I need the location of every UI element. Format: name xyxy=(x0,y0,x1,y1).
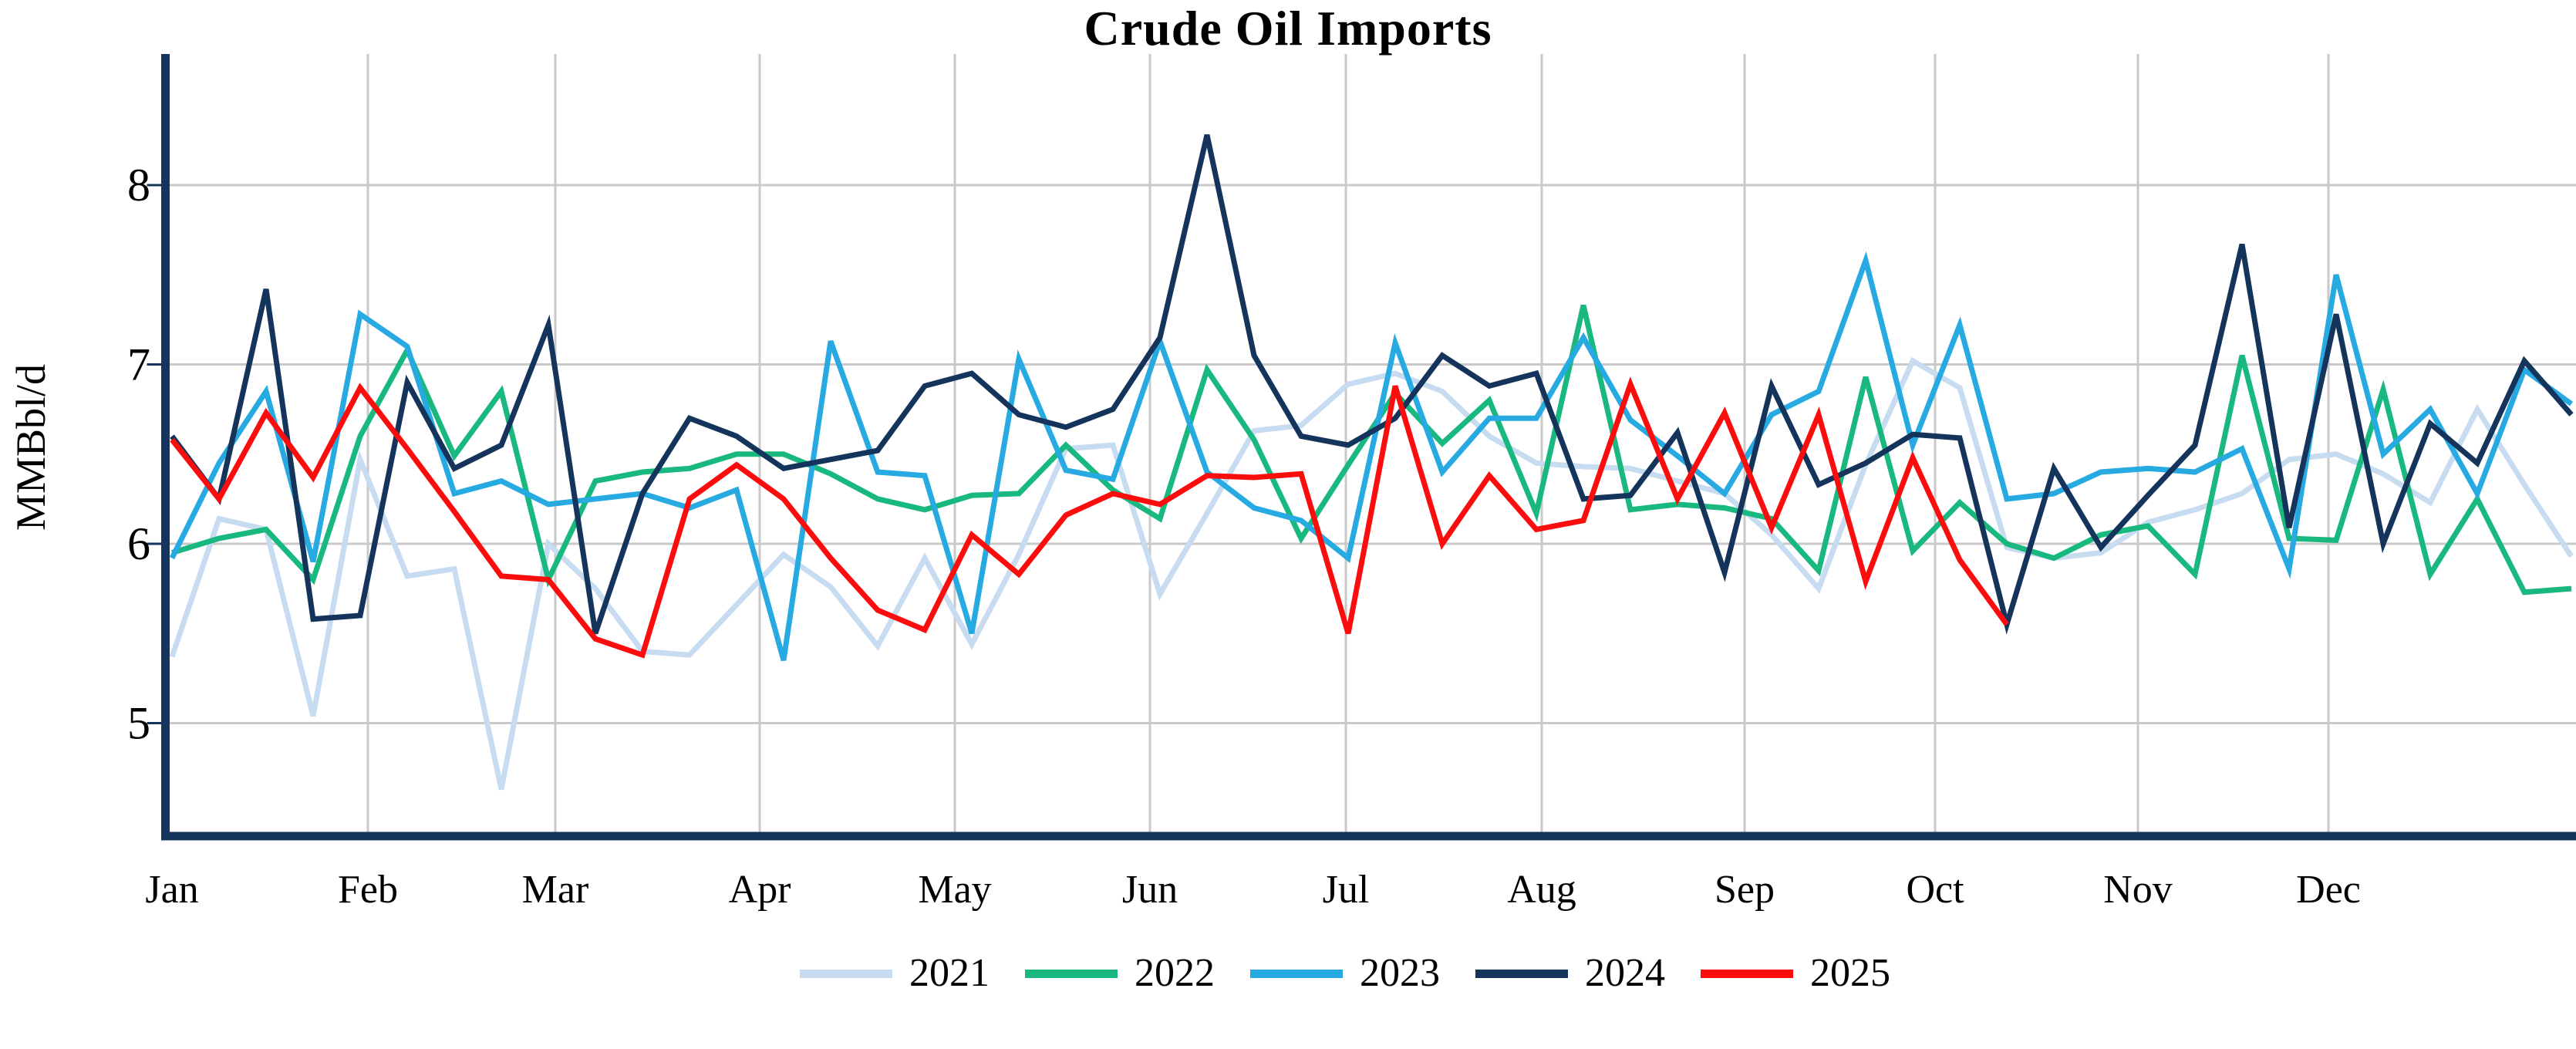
legend-label-2023: 2023 xyxy=(1360,951,1440,995)
y-tick-label-5: 5 xyxy=(127,698,150,749)
legend-item-2024: 2024 xyxy=(1475,953,1665,993)
x-tick-label-jan: Jan xyxy=(145,868,198,912)
legend-label-2022: 2022 xyxy=(1135,951,1215,995)
legend-swatch-2022 xyxy=(1025,969,1118,978)
series-lines xyxy=(169,134,2574,791)
legend-item-2022: 2022 xyxy=(1025,953,1215,993)
x-tick-label-mar: Mar xyxy=(522,868,589,912)
x-tick-label-jul: Jul xyxy=(1323,868,1370,912)
legend-swatch-2024 xyxy=(1475,969,1568,978)
x-tick-label-may: May xyxy=(918,868,991,912)
x-tick-label-dec: Dec xyxy=(2296,868,2361,912)
series-line-2023 xyxy=(169,251,2574,662)
chart-title: Crude Oil Imports xyxy=(1084,1,1492,56)
legend-item-2025: 2025 xyxy=(1701,953,1890,993)
series-line-2025 xyxy=(170,376,2009,659)
legend-item-2021: 2021 xyxy=(800,953,990,993)
legend-swatch-2025 xyxy=(1701,969,1793,978)
y-tick-labels: 5 6 7 8 xyxy=(127,160,150,749)
series-line-2021 xyxy=(169,356,2574,791)
legend-label-2024: 2024 xyxy=(1585,951,1665,995)
legend-swatch-2021 xyxy=(800,969,892,978)
y-tick-label-8: 8 xyxy=(127,160,150,211)
x-tick-label-oct: Oct xyxy=(1906,868,1964,912)
legend: 2021 2022 2023 2024 2025 xyxy=(800,953,1890,993)
series-line-2024 xyxy=(170,134,2574,635)
y-tick-label-7: 7 xyxy=(127,339,150,390)
y-tick-label-6: 6 xyxy=(127,518,150,569)
x-tick-label-aug: Aug xyxy=(1507,868,1576,912)
x-tick-label-feb: Feb xyxy=(338,868,398,912)
x-tick-label-jun: Jun xyxy=(1122,868,1178,912)
x-tick-labels: Jan Feb Mar Apr May Jun Jul Aug Sep Oct Nov Dec xyxy=(145,868,2361,912)
legend-swatch-2023 xyxy=(1250,969,1343,978)
legend-label-2021: 2021 xyxy=(909,951,990,995)
legend-label-2025: 2025 xyxy=(1810,951,1890,995)
legend-item-2023: 2023 xyxy=(1250,953,1440,993)
x-tick-label-sep: Sep xyxy=(1715,868,1775,912)
axes xyxy=(147,54,2576,841)
x-tick-label-nov: Nov xyxy=(2103,868,2173,912)
x-tick-label-apr: Apr xyxy=(729,868,791,912)
